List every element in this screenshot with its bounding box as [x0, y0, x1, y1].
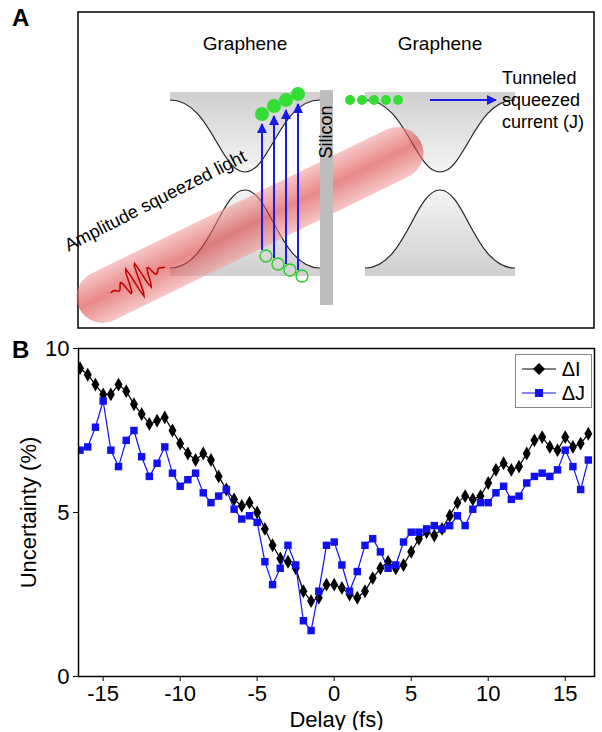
- html-text:A: A: [12, 4, 30, 31]
- html-text:ΔI: ΔI: [561, 357, 581, 380]
- svg-text:-10: -10: [164, 681, 196, 706]
- svg-text:0: 0: [57, 664, 69, 689]
- svg-text:Delay (fs): Delay (fs): [289, 707, 383, 731]
- svg-text:0: 0: [328, 681, 340, 706]
- svg-text:5: 5: [405, 681, 417, 706]
- svg-text:-5: -5: [247, 681, 267, 706]
- svg-text:Graphene: Graphene: [398, 33, 483, 54]
- svg-text:Graphene: Graphene: [203, 33, 288, 54]
- svg-text:Amplitude squeezed light: Amplitude squeezed light: [61, 146, 249, 255]
- svg-text:10: 10: [476, 681, 500, 706]
- svg-text:-15: -15: [87, 681, 119, 706]
- svg-text:5: 5: [57, 500, 69, 525]
- svg-text:Uncertainty (%): Uncertainty (%): [16, 437, 41, 589]
- svg-text:10: 10: [45, 336, 69, 361]
- svg-text:Tunneledsqueezedcurrent (J): Tunneledsqueezedcurrent (J): [502, 68, 584, 132]
- svg-text:15: 15: [553, 681, 577, 706]
- html-text:B: B: [12, 336, 30, 363]
- svg-text:Silicon: Silicon: [316, 105, 336, 158]
- html-text:ΔJ: ΔJ: [561, 381, 585, 404]
